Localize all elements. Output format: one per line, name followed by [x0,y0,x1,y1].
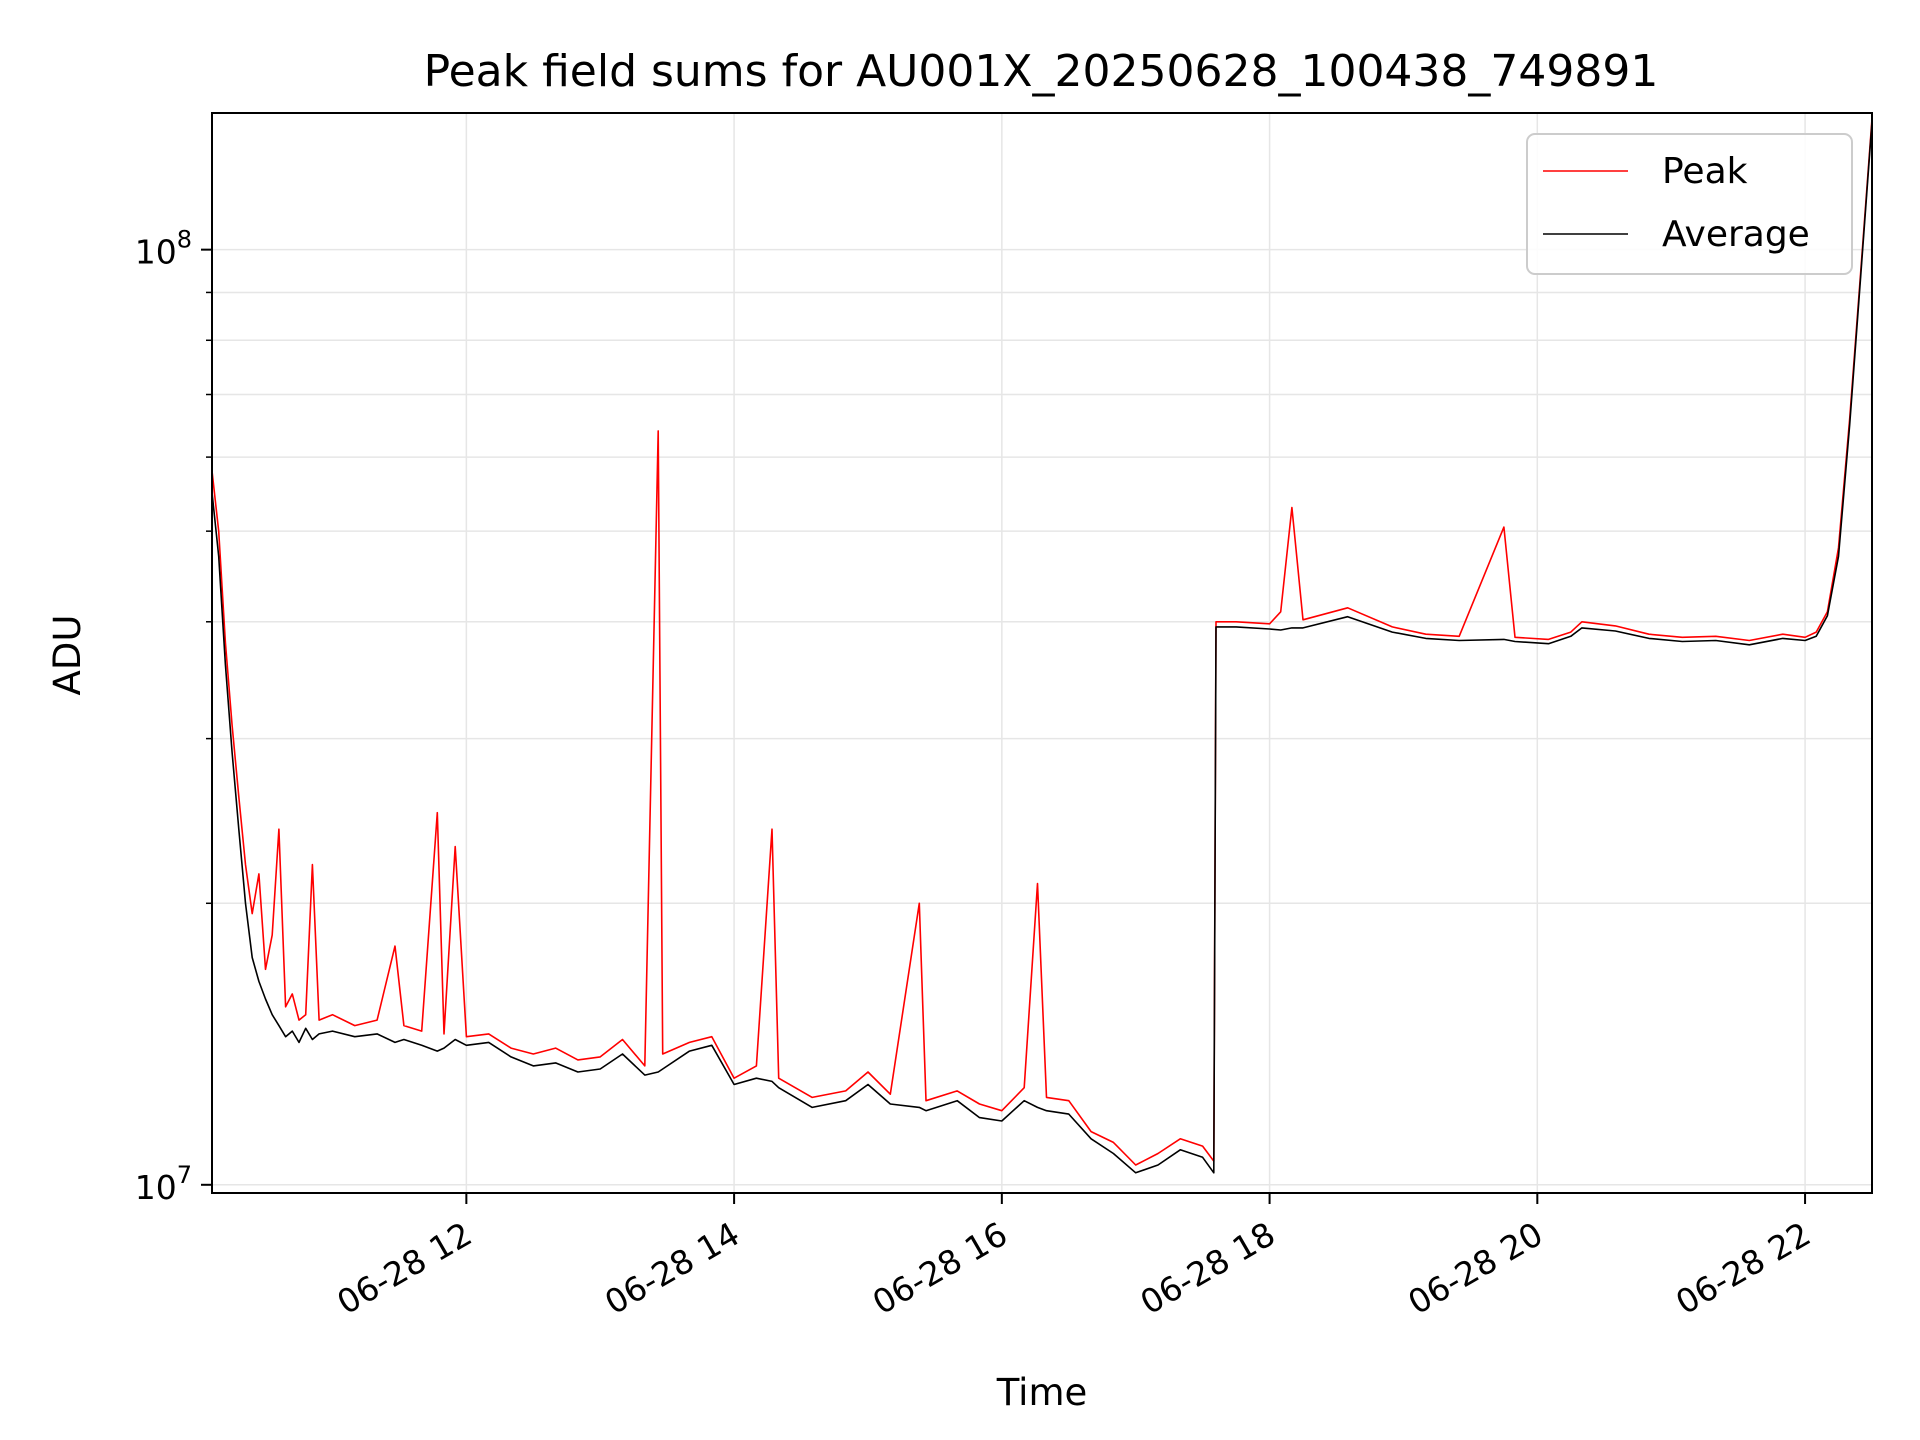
y-tick-label: 108 [135,226,192,272]
y-tick-label: 107 [135,1161,192,1207]
legend-box [1526,133,1853,275]
legend: Peak Average [1526,133,1853,275]
x-axis-label: Time [996,1371,1088,1414]
series-line-average [211,121,1873,1174]
chart-title: Peak field sums for AU001X_20250628_1004… [424,46,1659,97]
series-line-peak [211,118,1873,1166]
y-axis-label: ADU [46,615,89,696]
legend-label-average: Average [1662,214,1810,255]
plot-frame [211,112,1873,1194]
series-layer [211,118,1873,1174]
y-axis: 107 108 [135,226,212,1207]
legend-label-peak: Peak [1662,151,1748,192]
